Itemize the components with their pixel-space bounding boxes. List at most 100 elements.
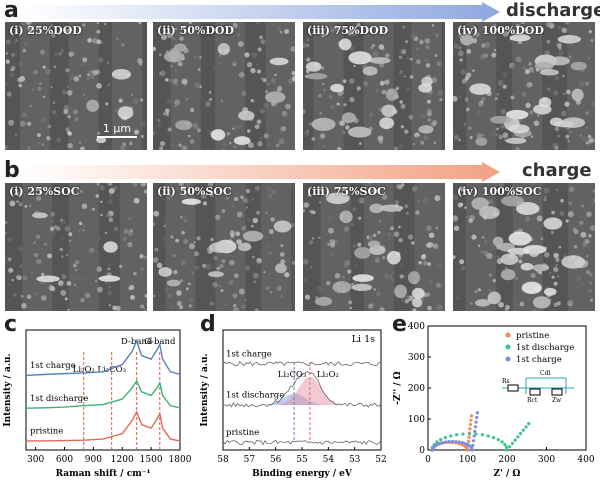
eis-point <box>500 440 504 444</box>
raman-series-line <box>26 410 181 442</box>
eis-point <box>472 434 476 438</box>
eis-point <box>513 438 517 442</box>
equivalent-circuit: Rs Rct Cdl Zw <box>502 370 574 404</box>
eis-ytick-label: 0 <box>419 446 425 456</box>
eis-xtick-label: 0 <box>425 455 431 465</box>
eis-point <box>443 435 447 440</box>
a-sem-image-1: (i) 25%DOD 1 μm <box>5 22 147 150</box>
eis-legend-marker <box>505 356 511 362</box>
eis-point <box>457 440 461 444</box>
b-sem-image-2: (ii) 50%SOC <box>153 183 295 311</box>
eis-xtick-label: 100 <box>459 455 476 465</box>
xps-xtick-label: 54 <box>323 455 335 465</box>
xps-trace-label: pristine <box>226 428 259 438</box>
raman-band-label: Li₂CO₃ <box>97 365 126 375</box>
b-sem-label-2: (ii) 50%SOC <box>157 185 232 198</box>
xps-xtick-label: 58 <box>217 455 229 465</box>
eis-xtick-label: 200 <box>498 455 515 465</box>
eis-point <box>469 418 473 422</box>
eis-point <box>435 442 439 447</box>
raman-ylabel: Intensity / a.u. <box>3 353 13 426</box>
eis-point <box>461 432 465 436</box>
xps-ref-label: Li₂O₂ <box>317 370 339 380</box>
circuit-label: Rct <box>527 397 538 404</box>
xps-xtick-label: 53 <box>349 455 361 465</box>
raman-chart: 300 600 900 1200 1500 1800 Raman shift / cm⁻¹ I… <box>3 329 192 479</box>
xps-fit-peak <box>223 393 381 405</box>
eis-point <box>510 441 515 446</box>
raman-xtick-label: 1800 <box>169 455 192 465</box>
eis-point <box>524 425 528 429</box>
eis-xlabel: Z' / Ω <box>494 469 521 479</box>
discharge-arrow <box>22 2 500 22</box>
eis-point <box>470 448 474 452</box>
xps-trace <box>222 439 382 446</box>
xps-ylabel: Intensity / a.u. <box>200 353 210 426</box>
xps-ref-label: Li₂CO₃ <box>278 370 307 380</box>
eis-point <box>447 440 451 444</box>
raman-band-label: Li₂O₂ <box>73 365 95 375</box>
xps-xlabel: Binding energy / eV <box>252 469 353 479</box>
raman-frame <box>25 329 181 451</box>
eis-point <box>454 440 458 444</box>
panel-c-letter: c <box>4 312 18 337</box>
eis-point <box>455 433 459 437</box>
eis-point <box>474 420 478 424</box>
xps-xtick-label: 57 <box>244 455 256 465</box>
panel-b-letter: b <box>4 158 20 183</box>
eis-point <box>480 433 484 437</box>
raman-series-label: 1st charge <box>30 361 76 371</box>
eis-xtick-label: 300 <box>538 455 555 465</box>
b-sem-label-3: (iii) 75%SOC <box>307 185 386 198</box>
raman-band-label: G-band <box>144 337 176 347</box>
b-sem-label-1: (i) 25%SOC <box>9 185 80 198</box>
eis-point <box>475 411 479 415</box>
xps-chart: 58 57 56 55 54 53 52 Binding energy / eV Intensi… <box>200 329 387 479</box>
xps-trace <box>222 360 382 367</box>
raman-xlabel: Raman shift / cm⁻¹ <box>56 469 151 479</box>
charge-arrow <box>22 162 500 182</box>
eis-point <box>466 439 471 444</box>
b-sem-image-4: (iv) 100%SOC <box>453 183 595 311</box>
raman-series-line <box>25 338 181 377</box>
eis-point <box>460 441 464 445</box>
xps-trace <box>222 370 382 408</box>
eis-point <box>468 422 473 427</box>
charge-label: charge <box>522 160 592 181</box>
eis-point <box>471 439 476 443</box>
xps-xtick-label: 56 <box>270 455 282 465</box>
eis-point <box>469 414 474 418</box>
panel-d-letter: d <box>200 312 216 337</box>
eis-point <box>473 425 478 429</box>
eis-point <box>468 427 472 431</box>
eis-legend-label: pristine <box>516 331 549 341</box>
a-sem-label-4: (iv) 100%DOD <box>457 24 544 37</box>
eis-legend-label: 1st discharge <box>516 343 574 353</box>
a-sem-image-3: (iii) 75%DOD <box>303 22 445 150</box>
a-sem-label-2: (ii) 50%DOD <box>157 24 235 37</box>
panel-a-letter: a <box>4 0 19 23</box>
eis-point <box>516 435 520 439</box>
xps-fit-peak <box>223 376 381 405</box>
eis-ytick-label: 300 <box>408 353 425 363</box>
b-sem-image-3: (iii) 75%SOC <box>303 183 445 311</box>
raman-series-label: 1st discharge <box>30 394 88 404</box>
b-sem-image-1: (i) 25%SOC <box>5 183 147 311</box>
xps-trace-label: 1st discharge <box>226 391 284 401</box>
eis-point <box>521 428 525 432</box>
eis-point <box>444 440 448 444</box>
eis-point <box>465 448 470 452</box>
eis-point <box>496 437 500 442</box>
discharge-label: discharge <box>506 0 600 21</box>
raman-series-line <box>25 379 181 409</box>
eis-chart: 0 100 200 300 400 0 100 200 300 400 Z' / Ω -Z'' / Ω… <box>393 322 595 479</box>
eis-legend-marker <box>505 332 511 338</box>
eis-ytick-label: 100 <box>408 415 425 425</box>
scale-bar: 1 μm <box>97 122 137 138</box>
eis-point <box>491 435 496 440</box>
eis-legend-label: 1st charge <box>516 355 562 365</box>
eis-xtick-label: 400 <box>577 455 594 465</box>
panel-e-letter: e <box>392 312 407 337</box>
circuit-label: Rs <box>502 378 510 385</box>
xps-trace-label: 1st charge <box>226 349 272 359</box>
